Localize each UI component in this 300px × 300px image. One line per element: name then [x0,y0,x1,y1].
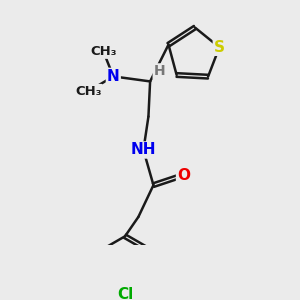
Text: CH₃: CH₃ [90,45,116,58]
Text: CH₃: CH₃ [75,85,101,98]
Text: Cl: Cl [117,287,133,300]
Text: S: S [214,40,225,55]
Text: H: H [154,64,165,78]
Text: O: O [177,168,190,183]
Text: N: N [107,69,120,84]
Text: NH: NH [131,142,156,158]
